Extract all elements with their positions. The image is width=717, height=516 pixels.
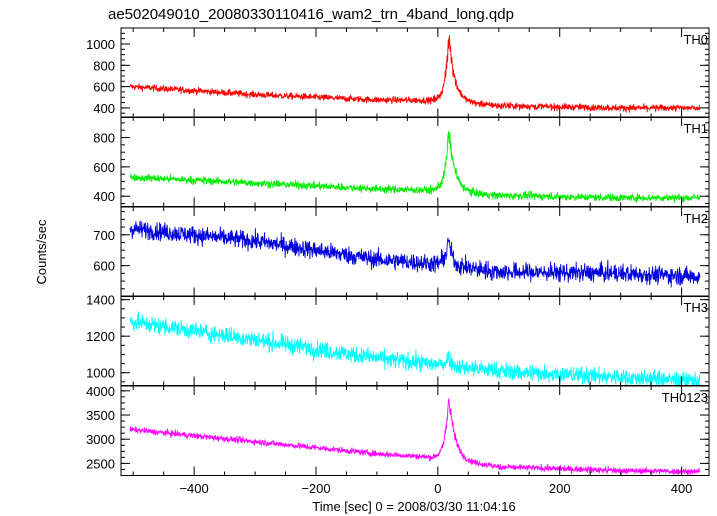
y-tick-label: 3000 [86, 432, 115, 447]
panel-frame [120, 27, 710, 118]
x-tick-label: −400 [179, 481, 208, 496]
series-line-th0123 [129, 397, 701, 476]
panel-th2: 600 700 TH2 [93, 206, 710, 297]
panel-label-th2: TH2 [683, 211, 708, 226]
y-tick-label: 1200 [86, 329, 115, 344]
y-tick-label: 2500 [86, 456, 115, 471]
y-axis-label: Counts/sec [34, 219, 49, 285]
panel-label-th0: TH0 [683, 32, 708, 47]
y-tick-label: 700 [93, 228, 115, 243]
y-tick-label: 400 [93, 101, 115, 116]
panel-th0: 400 600 800 1000 TH0 [86, 27, 710, 118]
panel-label-th3: TH3 [683, 300, 708, 315]
x-axis: −400 −200 0 200 400 [179, 481, 692, 496]
y-tick-label: 800 [93, 58, 115, 73]
y-tick-label: 800 [93, 131, 115, 146]
panel-frame [120, 385, 710, 476]
panel-th0123: 2500 3000 3500 4000 TH0123 [86, 384, 710, 476]
y-tick-label: 1000 [86, 37, 115, 52]
panels-group: 400 600 800 1000 TH0 400 600 800 TH1 600 700 TH2 100… [86, 27, 710, 476]
panel-th1: 400 600 800 TH1 [93, 116, 710, 207]
panel-label-th0123: TH0123 [662, 390, 708, 405]
panel-frame [120, 206, 710, 297]
y-tick-label: 3500 [86, 408, 115, 423]
series-line-th3 [129, 311, 701, 386]
panel-th3: 1000 1200 1400 TH3 [86, 293, 710, 386]
x-tick-label: −200 [301, 481, 330, 496]
series-line-th2 [129, 220, 701, 288]
y-tick-label: 4000 [86, 384, 115, 399]
panel-label-th1: TH1 [683, 121, 708, 136]
y-tick-label: 1000 [86, 366, 115, 381]
chart-title: ae502049010_20080330110416_wam2_trn_4ban… [108, 6, 514, 23]
x-tick-label: 400 [671, 481, 693, 496]
series-line-th0 [129, 35, 701, 113]
y-tick-label: 600 [93, 160, 115, 175]
panel-frame [120, 295, 710, 386]
y-tick-label: 1400 [86, 293, 115, 308]
x-tick-label: 200 [549, 481, 571, 496]
x-tick-label: 0 [434, 481, 441, 496]
y-tick-label: 600 [93, 80, 115, 95]
x-axis-label: Time [sec] 0 = 2008/03/30 11:04:16 [312, 499, 515, 514]
y-tick-label: 600 [93, 259, 115, 274]
y-tick-label: 400 [93, 189, 115, 204]
series-line-th1 [129, 131, 701, 204]
